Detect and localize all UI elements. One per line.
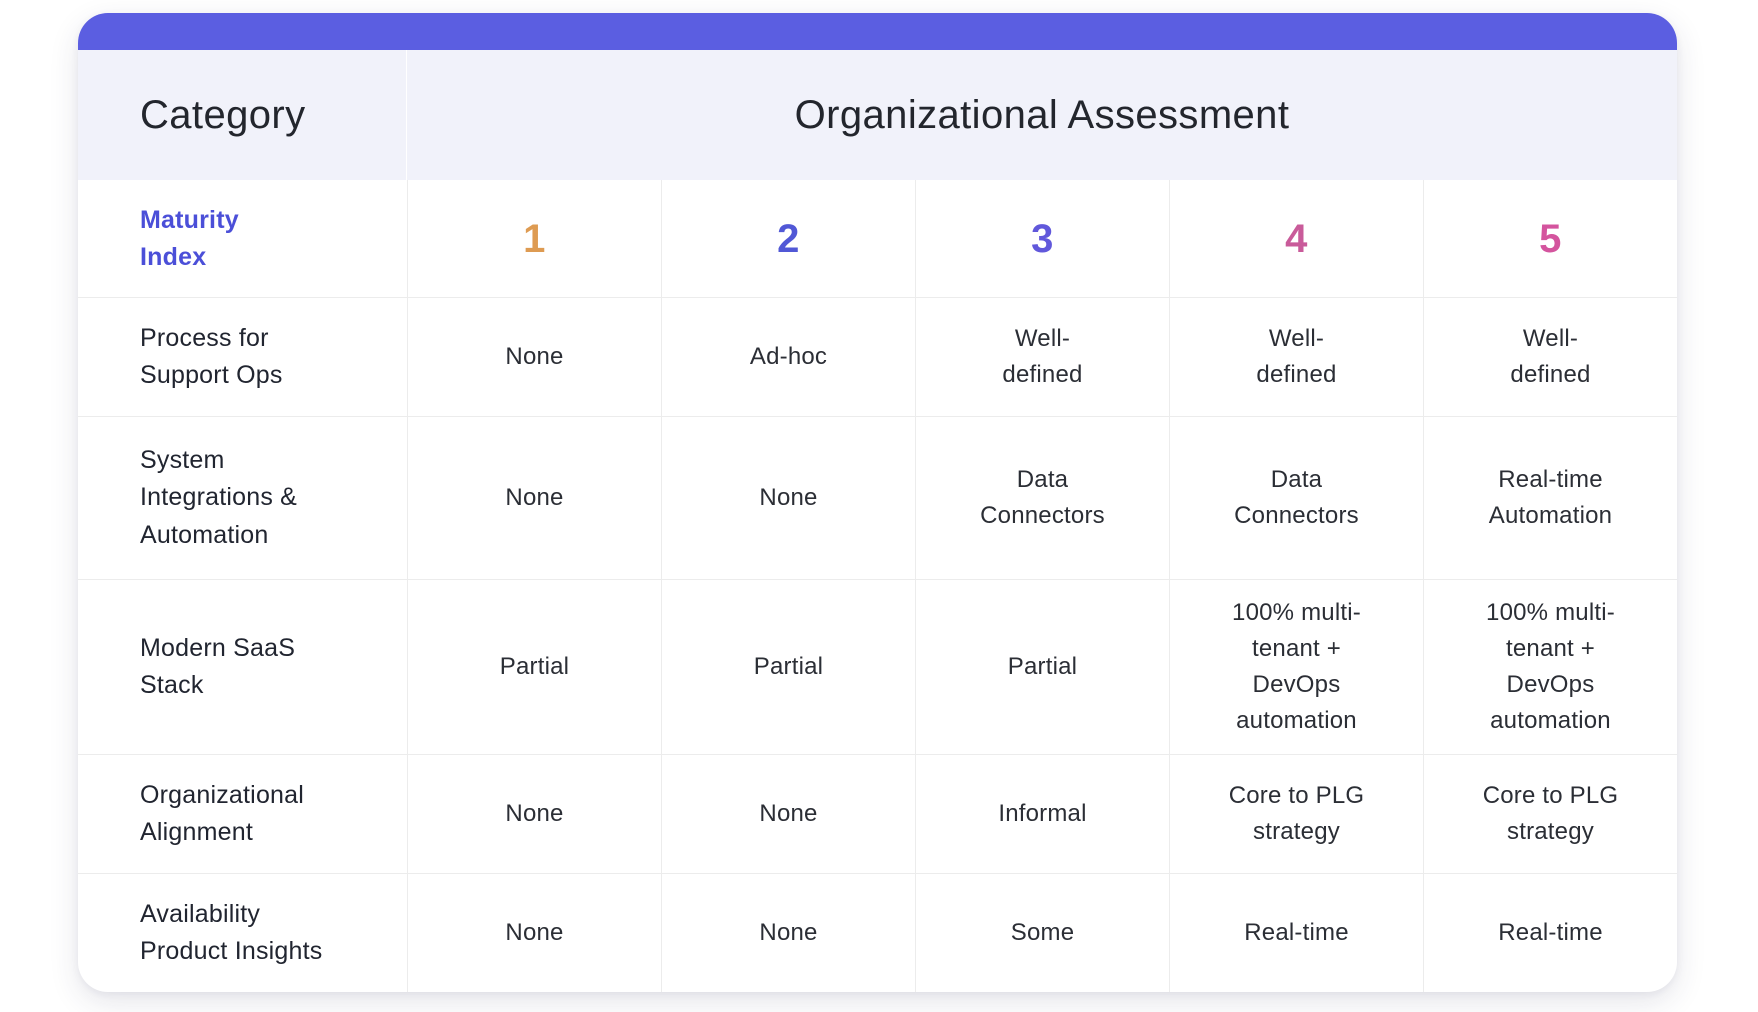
cell-value: 100% multi- tenant + DevOps automation [1169, 580, 1423, 754]
maturity-level-3: 3 [915, 180, 1169, 297]
table-row-modern-saas-stack: Modern SaaS Stack Partial Partial Partia… [78, 579, 1677, 754]
cell-value: Data Connectors [915, 417, 1169, 579]
table-body: Maturity Index 1 2 3 4 5 Process for Sup… [78, 180, 1677, 992]
cell-value: Partial [661, 580, 915, 754]
cell-value: Some [915, 874, 1169, 992]
table-header-row: Category Organizational Assessment [78, 50, 1677, 180]
table-row-organizational-alignment: Organizational Alignment None None Infor… [78, 754, 1677, 873]
cell-value: Core to PLG strategy [1423, 755, 1677, 873]
accent-bar [78, 13, 1677, 50]
category-header: Category [78, 50, 407, 180]
row-category: Modern SaaS Stack [140, 633, 296, 700]
cell-value: Real-time [1169, 874, 1423, 992]
cell-value: Well- defined [915, 298, 1169, 416]
maturity-level-1: 1 [407, 180, 661, 297]
cell-value: None [661, 874, 915, 992]
row-category: System Integrations & Automation [140, 445, 298, 549]
cell-value: Partial [915, 580, 1169, 754]
cell-value: Core to PLG strategy [1169, 755, 1423, 873]
row-category: Process for Support Ops [140, 323, 283, 390]
row-category: Organizational Alignment [140, 780, 305, 847]
table-row-system-integrations: System Integrations & Automation None No… [78, 416, 1677, 579]
cell-value: Well- defined [1423, 298, 1677, 416]
cell-value: Informal [915, 755, 1169, 873]
cell-value: Real-time Automation [1423, 417, 1677, 579]
cell-value: Real-time [1423, 874, 1677, 992]
cell-value: None [407, 874, 661, 992]
cell-value: 100% multi- tenant + DevOps automation [1423, 580, 1677, 754]
assessment-header: Organizational Assessment [794, 92, 1290, 137]
cell-value: None [407, 298, 661, 416]
cell-value: Ad-hoc [661, 298, 915, 416]
maturity-index-row: Maturity Index 1 2 3 4 5 [78, 180, 1677, 297]
table-row-availability-product-insights: Availability Product Insights None None … [78, 873, 1677, 992]
cell-value: Well- defined [1169, 298, 1423, 416]
maturity-level-2: 2 [661, 180, 915, 297]
cell-value: None [407, 417, 661, 579]
maturity-index-label: Maturity Index [140, 206, 239, 271]
table-row-process-support-ops: Process for Support Ops None Ad-hoc Well… [78, 297, 1677, 416]
cell-value: Partial [407, 580, 661, 754]
cell-value: None [407, 755, 661, 873]
cell-value: None [661, 417, 915, 579]
cell-value: Data Connectors [1169, 417, 1423, 579]
cell-value: None [661, 755, 915, 873]
assessment-card: Category Organizational Assessment Matur… [78, 13, 1677, 992]
maturity-level-4: 4 [1169, 180, 1423, 297]
row-category: Availability Product Insights [140, 899, 323, 966]
maturity-level-5: 5 [1423, 180, 1677, 297]
